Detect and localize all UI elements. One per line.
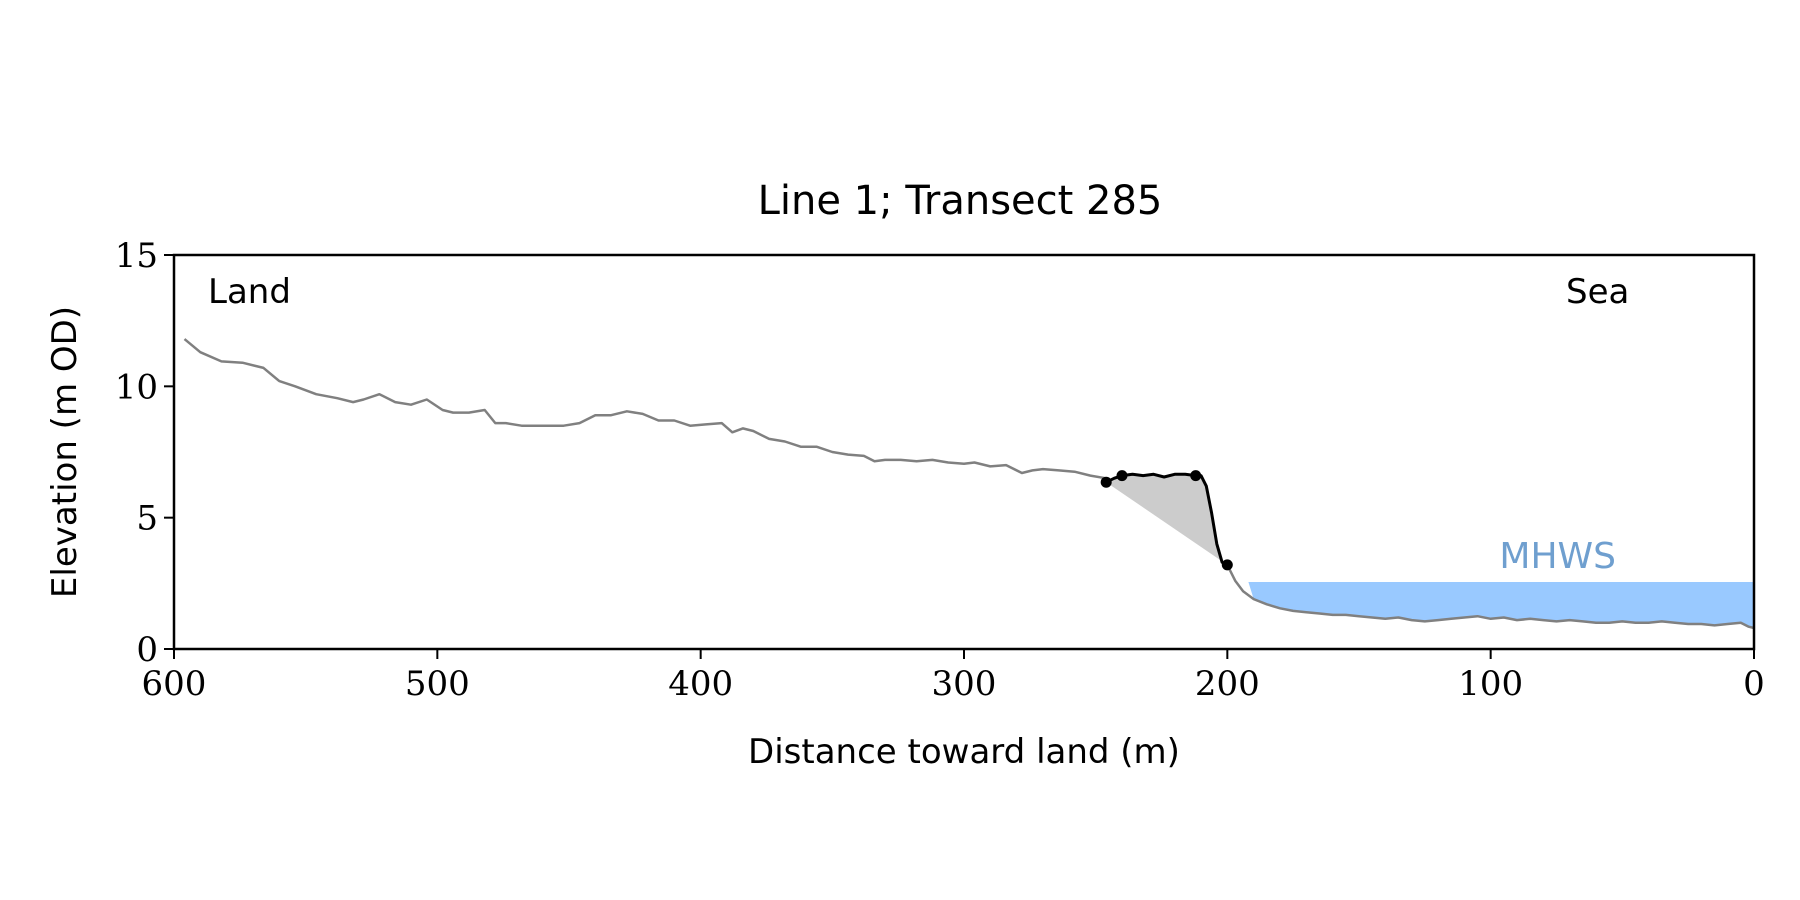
y-tick-label: 10 <box>115 367 158 407</box>
dune-marker-point <box>1100 476 1112 488</box>
chart-title: Line 1; Transect 285 <box>758 178 1163 224</box>
dune-marker-point <box>1116 470 1128 482</box>
mhws-label: MHWS <box>1499 536 1616 577</box>
plot-area <box>183 338 1755 630</box>
y-tick-label: 0 <box>136 630 158 670</box>
x-tick-label: 400 <box>668 664 733 704</box>
x-axis: 600 500 400 300 200 100 0 <box>142 649 1765 704</box>
y-axis: 0 5 10 15 <box>115 236 174 670</box>
x-tick-label: 100 <box>1458 664 1523 704</box>
y-tick-label: 5 <box>136 499 158 539</box>
dune-marker-point <box>1190 470 1202 482</box>
profile-line-landward <box>183 338 1107 480</box>
y-tick-label: 15 <box>115 236 158 276</box>
x-tick-label: 500 <box>405 664 470 704</box>
mhws-water-area <box>1248 582 1754 628</box>
x-tick-label: 0 <box>1743 664 1765 704</box>
dune-marker-point <box>1221 559 1233 571</box>
x-tick-label: 300 <box>932 664 997 704</box>
dune-volume-fill <box>1106 474 1228 565</box>
y-axis-label: Elevation (m OD) <box>45 306 85 598</box>
sea-label: Sea <box>1566 272 1629 312</box>
profile-line-beach <box>1226 564 1755 630</box>
x-axis-label: Distance toward land (m) <box>748 732 1180 772</box>
x-tick-label: 600 <box>142 664 207 704</box>
land-label: Land <box>208 272 291 312</box>
x-tick-label: 200 <box>1195 664 1260 704</box>
